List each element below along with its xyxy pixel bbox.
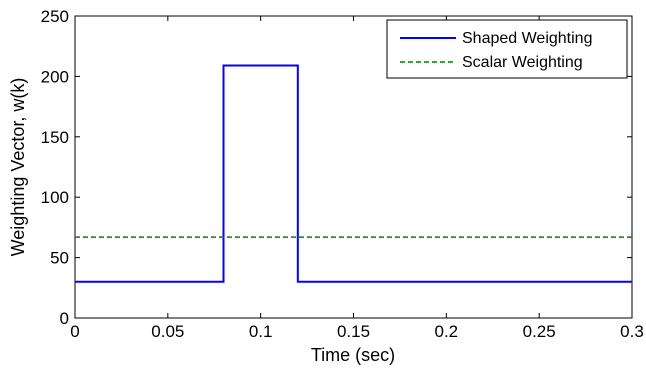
- series-group: [75, 64, 632, 283]
- legend-label-scalar-weighting: Scalar Weighting: [462, 54, 583, 71]
- y-tick-label: 50: [50, 249, 69, 268]
- series-line-shaped-weighting: [75, 64, 632, 283]
- x-tick-label: 0.05: [151, 322, 184, 341]
- x-tick-labels: 0 0.05 0.1 0.15 0.2 0.25 0.3: [70, 322, 644, 341]
- x-tick-label: 0.25: [523, 322, 556, 341]
- y-tick-label: 150: [41, 128, 69, 147]
- x-axis-label: Time (sec): [311, 345, 395, 365]
- legend: Shaped Weighting Scalar Weighting: [386, 19, 628, 79]
- legend-label-shaped-weighting: Shaped Weighting: [462, 30, 592, 47]
- x-tick-label: 0.3: [620, 322, 644, 341]
- x-tick-label: 0.1: [249, 322, 273, 341]
- y-tick-label: 0: [60, 309, 69, 328]
- y-axis-label: Weighting Vector, w(k): [8, 78, 28, 257]
- y-tick-label: 200: [41, 67, 69, 86]
- x-tick-label: 0.15: [337, 322, 370, 341]
- tick-marks: [74, 15, 633, 319]
- y-tick-label: 100: [41, 188, 69, 207]
- legend-box: [386, 19, 628, 79]
- x-tick-label: 0.2: [435, 322, 459, 341]
- x-tick-label: 0: [70, 322, 79, 341]
- y-tick-labels: 0 50 100 150 200 250: [41, 7, 69, 328]
- y-tick-label: 250: [41, 7, 69, 26]
